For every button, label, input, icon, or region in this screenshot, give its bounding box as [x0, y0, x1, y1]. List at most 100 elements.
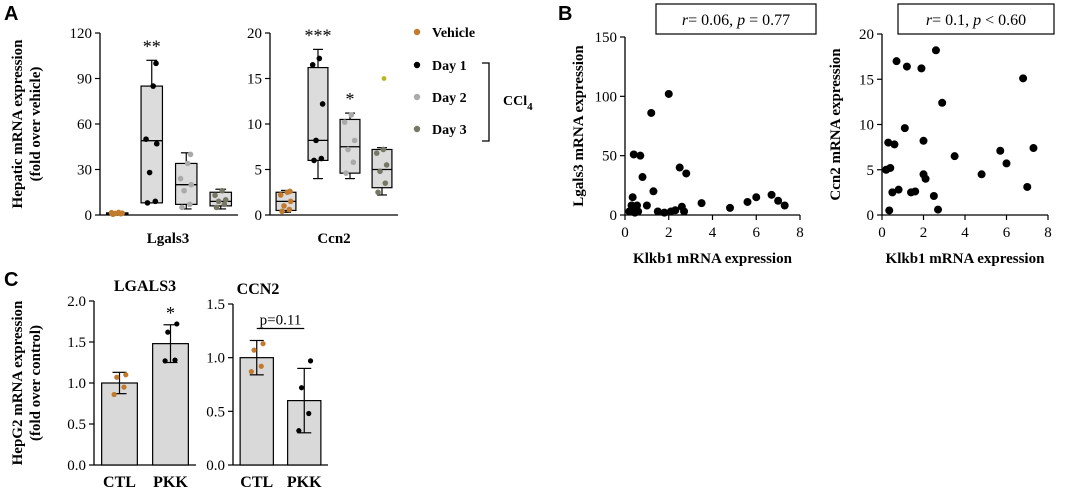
y-axis-label: HepG2 mRNA expression — [10, 300, 26, 465]
y-axis-label: Hepatic mRNA expression — [10, 39, 26, 209]
scatter-point — [911, 187, 920, 196]
y-tick-label: 50 — [602, 149, 617, 165]
data-point — [298, 385, 305, 391]
chart-c-left: 0.0 0.5 1.0 1.5 2.0 CTL PKK * LGALS3 HepG2 mRNA e… — [10, 278, 196, 491]
scatter-point — [767, 190, 776, 199]
data-point — [319, 101, 326, 107]
x-tick-label: 2 — [920, 225, 928, 241]
legend-bracket-subscript: 4 — [527, 101, 533, 113]
x-axis-label: Lgals3 — [147, 231, 190, 247]
data-point — [121, 384, 127, 390]
scatter-point — [642, 201, 651, 210]
correlation-text-part: = 0.1, — [932, 12, 973, 29]
x-category-label: CTL — [103, 474, 136, 491]
box-iqr — [307, 66, 329, 162]
data-point — [258, 363, 264, 369]
x-category-label: PKK — [287, 474, 322, 491]
legend-bracket — [482, 62, 490, 142]
scatter-point — [884, 138, 893, 147]
y-tick-label: 60 — [77, 117, 92, 133]
scatter-point — [649, 187, 658, 196]
x-axis-label: Klkb1 mRNA expression — [633, 251, 793, 267]
scatter-point — [929, 191, 938, 200]
y-axis-label: Ccn2 mRNA expression — [828, 48, 844, 201]
scatter-point — [680, 207, 689, 216]
y-tick-label: 0 — [255, 208, 263, 224]
scatter-point — [647, 108, 656, 117]
data-point — [221, 201, 228, 208]
significance-mark: *** — [305, 25, 332, 45]
data-point — [248, 369, 254, 375]
data-point — [152, 198, 159, 205]
data-point — [287, 198, 294, 205]
legend-marker — [413, 28, 421, 36]
x-tick-label: 4 — [961, 225, 969, 241]
scatter-point — [1023, 182, 1032, 191]
x-tick-label: 2 — [665, 225, 673, 241]
data-point — [215, 198, 222, 205]
data-point — [286, 206, 293, 213]
data-point — [380, 146, 387, 153]
data-point — [260, 341, 266, 347]
y-tick-label: 0.5 — [67, 417, 86, 433]
data-point — [213, 204, 220, 211]
data-point — [123, 372, 129, 378]
scatter-point — [1002, 159, 1011, 168]
y-tick-label: 20 — [247, 26, 262, 42]
correlation-text: r= 0.1, p < 0.60 — [926, 12, 1026, 29]
data-point — [383, 162, 390, 168]
scatter-point — [743, 197, 752, 206]
correlation-text: r= 0.06, p = 0.77 — [682, 12, 790, 29]
data-point — [348, 112, 355, 118]
scatter-point — [919, 136, 928, 145]
y-tick-label: 90 — [77, 72, 92, 88]
scatter-point — [629, 150, 638, 159]
x-tick-label: 4 — [709, 225, 717, 241]
data-point — [251, 347, 257, 353]
data-point — [165, 329, 171, 335]
data-point — [279, 208, 285, 215]
correlation-box — [897, 3, 1055, 35]
x-tick-label: 8 — [1044, 225, 1052, 241]
legend-label: Day 2 — [432, 91, 467, 106]
data-point — [350, 159, 357, 166]
data-point — [153, 60, 159, 67]
outlier-point — [381, 76, 387, 81]
scatter-point — [921, 174, 930, 183]
data-point — [307, 358, 314, 364]
y-tick-label: 10 — [859, 118, 874, 134]
y-axis-label: Lgals3 mRNA expression — [571, 45, 587, 207]
correlation-text-part: p — [972, 12, 981, 29]
significance-mark: * — [166, 303, 175, 323]
panel-label-a: A — [4, 3, 18, 25]
y-tick-label: 1.0 — [206, 351, 225, 367]
legend-marker — [413, 125, 421, 133]
y-tick-label: 0.5 — [206, 404, 225, 420]
bar — [101, 382, 138, 466]
y-tick-label: 5 — [255, 163, 263, 179]
data-point — [219, 187, 225, 194]
data-point — [179, 204, 185, 211]
scatter-point — [660, 208, 669, 217]
x-axis-label: Klkb1 mRNA expression — [886, 251, 1046, 267]
data-point — [373, 150, 380, 156]
data-point — [144, 200, 151, 206]
scatter-point — [1029, 144, 1038, 153]
data-point — [153, 140, 160, 147]
scatter-point — [638, 173, 647, 182]
y-tick-label: 120 — [70, 26, 93, 42]
x-tick-label: 0 — [621, 225, 629, 241]
x-tick-label: 6 — [1003, 225, 1011, 241]
data-point — [115, 209, 122, 216]
scatter-point — [917, 64, 926, 73]
y-tick-label: 10 — [247, 117, 262, 133]
scatter-point — [996, 146, 1005, 155]
correlation-text-part: < 0.60 — [981, 12, 1026, 29]
scatter-point — [885, 206, 894, 215]
chart-title: CCN2 — [237, 281, 280, 298]
chart-a-left: 0 30 60 90 120 ** Lgals3 Hepatic mRNA expressio… — [10, 26, 238, 247]
panel-label-c: C — [4, 269, 18, 291]
data-point — [309, 62, 316, 68]
y-tick-label: 100 — [595, 89, 618, 105]
